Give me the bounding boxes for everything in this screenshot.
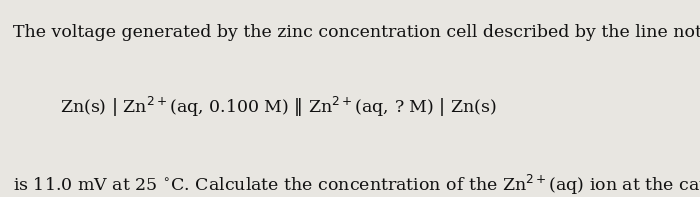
Text: The voltage generated by the zinc concentration cell described by the line notat: The voltage generated by the zinc concen… xyxy=(13,24,700,41)
Text: is 11.0 mV at 25 $^{\circ}$C. Calculate the concentration of the Zn$^{2+}$(aq) i: is 11.0 mV at 25 $^{\circ}$C. Calculate … xyxy=(13,173,700,197)
Text: Zn(s) $|$ Zn$^{2+}$(aq, 0.100 M) $\|$ Zn$^{2+}$(aq, ? M) $|$ Zn(s): Zn(s) $|$ Zn$^{2+}$(aq, 0.100 M) $\|$ Zn… xyxy=(60,95,496,119)
